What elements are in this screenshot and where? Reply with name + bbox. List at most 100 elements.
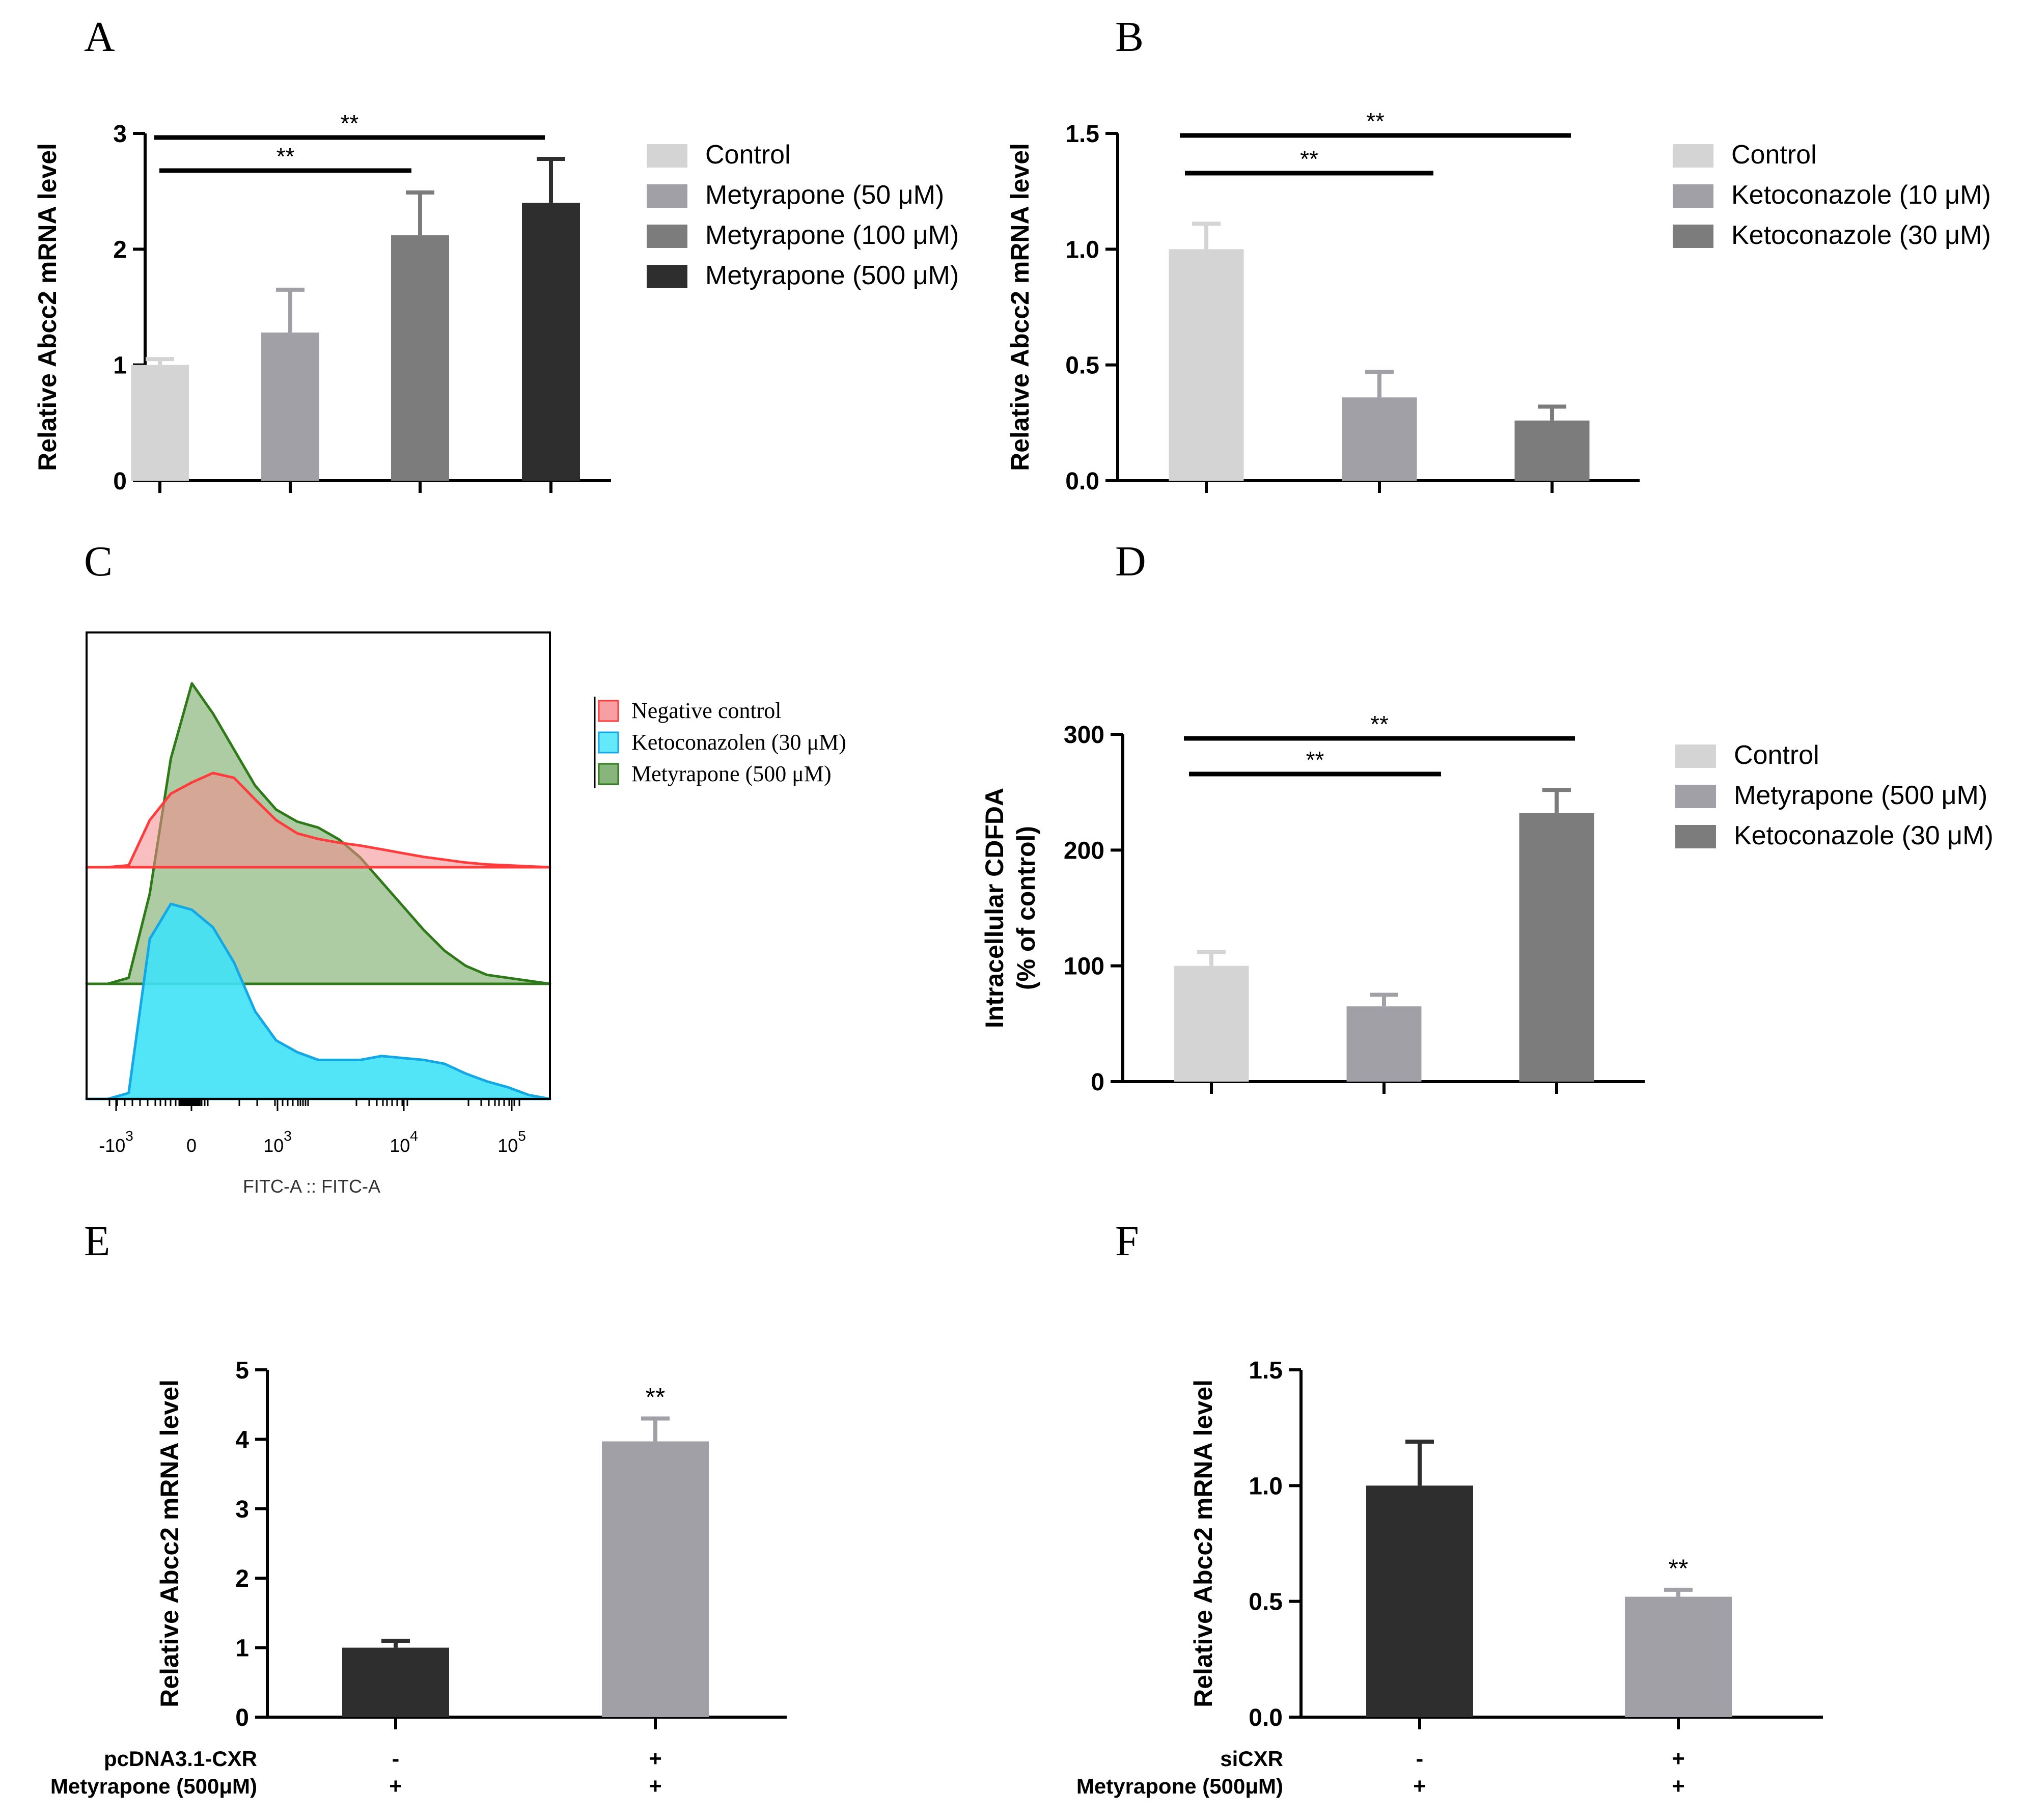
x-tick-label: 103 bbox=[263, 1128, 292, 1156]
legend-swatch bbox=[1673, 225, 1713, 248]
bar bbox=[1346, 1006, 1422, 1082]
y-tick-label: 4 bbox=[235, 1426, 249, 1453]
legend-label: Ketoconazole (10 μM) bbox=[1731, 180, 1991, 210]
y-tick-label: 2 bbox=[235, 1565, 249, 1592]
panel-label: E bbox=[84, 1218, 110, 1265]
legend-label: Control bbox=[705, 140, 791, 170]
significance-mark: ** bbox=[1300, 146, 1318, 172]
legend-swatch bbox=[647, 144, 687, 168]
y-tick-label: 200 bbox=[1064, 837, 1104, 864]
condition-sign: - bbox=[1416, 1746, 1424, 1771]
legend: Control Ketoconazole (10 μM) Ketoconazole … bbox=[1673, 140, 1991, 250]
legend-swatch bbox=[647, 225, 687, 248]
condition-sign: + bbox=[649, 1774, 662, 1799]
significance-mark: ** bbox=[276, 143, 295, 170]
legend-swatch bbox=[598, 700, 619, 722]
legend-swatch bbox=[647, 184, 687, 208]
y-tick-label: 0.0 bbox=[1065, 468, 1099, 495]
legend: Control Metyrapone (50 μM) Metyrapone (100… bbox=[647, 140, 959, 290]
y-axis-label: Relative Abcc2 mRNA level bbox=[155, 1380, 184, 1707]
y-axis-label: Relative Abcc2 mRNA level bbox=[33, 143, 62, 471]
chart-d: D 0 100 200 300 Intracellular CDFDA (% of cont… bbox=[980, 538, 1994, 1096]
bar bbox=[602, 1441, 709, 1717]
y-tick-label: 3 bbox=[235, 1496, 249, 1523]
legend-swatch bbox=[1673, 144, 1713, 168]
bar bbox=[1514, 420, 1590, 481]
condition-sign: + bbox=[389, 1774, 402, 1799]
histogram-series bbox=[85, 682, 551, 985]
y-tick-label: 0 bbox=[235, 1704, 249, 1731]
significance-mark: ** bbox=[1370, 711, 1389, 737]
x-tick-label: 104 bbox=[390, 1128, 418, 1156]
bar bbox=[522, 203, 580, 481]
plot-frame bbox=[86, 631, 551, 1100]
condition-label: siCXR bbox=[1220, 1747, 1283, 1771]
legend-label: Ketoconazolen (30 μM) bbox=[631, 730, 846, 755]
y-tick-label: 2 bbox=[113, 236, 127, 263]
condition-sign: + bbox=[1413, 1774, 1426, 1799]
bar bbox=[391, 235, 449, 481]
significance-mark: ** bbox=[1366, 108, 1385, 134]
x-tick-cluster bbox=[179, 1099, 201, 1106]
significance-mark: ** bbox=[646, 1383, 666, 1411]
chart-f: F 0.0 0.5 1.0 1.5 Relative Abcc2 mRNA level **… bbox=[1076, 1218, 1823, 1799]
y-tick-label: 100 bbox=[1064, 953, 1104, 980]
y-tick-label: 1.0 bbox=[1249, 1473, 1283, 1500]
x-axis-label: FITC-A :: FITC-A bbox=[243, 1176, 380, 1197]
bar bbox=[1625, 1596, 1732, 1717]
bar bbox=[1169, 249, 1244, 481]
bar bbox=[342, 1647, 449, 1717]
legend-label: Ketoconazole (30 μM) bbox=[1731, 220, 1991, 250]
y-tick-label: 1.5 bbox=[1249, 1357, 1283, 1384]
legend-label: Metyrapone (500 μM) bbox=[1734, 781, 1987, 810]
y-tick-label: 5 bbox=[235, 1357, 249, 1384]
condition-label: Metyrapone (500μM) bbox=[50, 1774, 257, 1798]
panel-label: D bbox=[1115, 538, 1146, 585]
chart-b: B 0.0 0.5 1.0 1.5 Relative Abcc2 mRNA level **… bbox=[1006, 13, 1991, 495]
y-tick-label: 0 bbox=[113, 468, 127, 495]
bar bbox=[131, 365, 189, 481]
y-tick-label: 1.0 bbox=[1065, 236, 1099, 263]
y-tick-label: 1 bbox=[235, 1635, 249, 1662]
histogram-series bbox=[85, 902, 551, 1100]
legend-swatch bbox=[598, 731, 619, 754]
bar bbox=[1519, 813, 1594, 1082]
y-tick-label: 0.5 bbox=[1065, 352, 1099, 379]
bar bbox=[261, 333, 319, 481]
legend: Control Metyrapone (500 μM) Ketoconazole (… bbox=[1675, 740, 1994, 850]
legend-label: Control bbox=[1734, 740, 1819, 770]
legend-swatch bbox=[647, 265, 687, 288]
y-tick-label: 0 bbox=[1091, 1069, 1104, 1096]
panel-label: F bbox=[1115, 1218, 1139, 1265]
bar bbox=[1174, 966, 1249, 1082]
legend-swatch bbox=[1675, 825, 1716, 848]
histogram-series bbox=[85, 771, 551, 869]
y-tick-label: 300 bbox=[1064, 722, 1104, 749]
legend-swatch bbox=[1675, 744, 1716, 768]
legend-swatch bbox=[1675, 785, 1716, 808]
condition-sign: + bbox=[1672, 1774, 1685, 1799]
legend-swatch bbox=[598, 763, 619, 785]
condition-sign: - bbox=[392, 1746, 400, 1771]
chart-e: E 0 1 2 3 4 5 Relative Abcc2 mRNA level ** pcDNA3… bbox=[50, 1218, 787, 1799]
bar bbox=[1342, 397, 1417, 481]
condition-label: Metyrapone (500μM) bbox=[1076, 1774, 1283, 1798]
y-tick-label: 1.5 bbox=[1065, 121, 1099, 148]
significance-mark: ** bbox=[341, 110, 359, 136]
condition-label: pcDNA3.1-CXR bbox=[104, 1747, 257, 1771]
chart-a: A 0 1 2 3 Relative Abcc2 mRNA level ** ** Contro… bbox=[33, 13, 959, 495]
legend-label: Metyrapone (50 μM) bbox=[705, 180, 944, 210]
significance-mark: ** bbox=[1669, 1554, 1689, 1583]
panel-label: B bbox=[1115, 13, 1144, 61]
x-tick-label: -103 bbox=[99, 1128, 133, 1156]
y-axis-label: Relative Abcc2 mRNA level bbox=[1189, 1380, 1217, 1707]
bar bbox=[1366, 1485, 1473, 1717]
y-tick-label: 0.5 bbox=[1249, 1589, 1283, 1616]
y-axis-label: Relative Abcc2 mRNA level bbox=[1006, 143, 1034, 471]
y-axis-label: Intracellular CDFDA bbox=[980, 788, 1009, 1028]
legend-swatch bbox=[1673, 184, 1713, 208]
condition-sign: + bbox=[1672, 1746, 1685, 1771]
legend: Negative control Ketoconazolen (30 μM) Met… bbox=[594, 697, 846, 788]
